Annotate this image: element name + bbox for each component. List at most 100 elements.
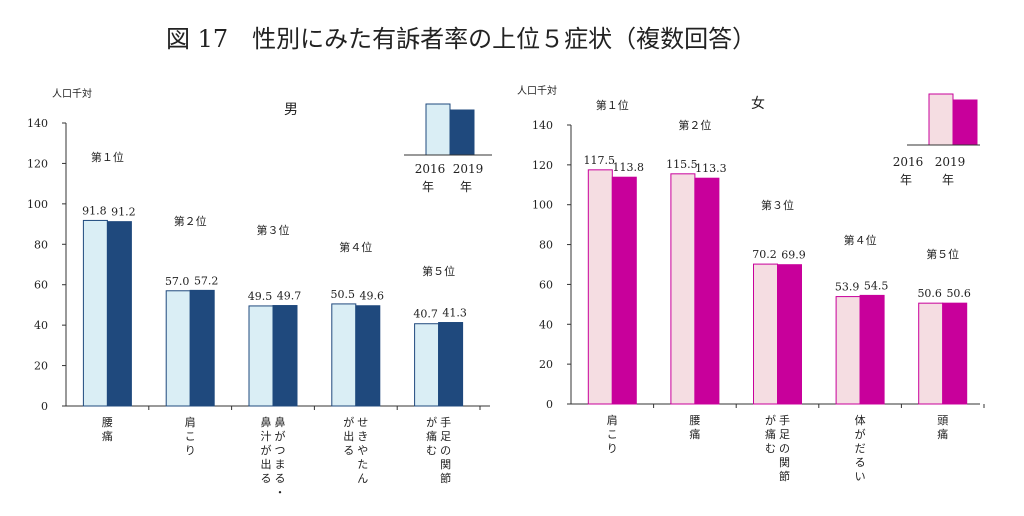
category-label-char: 痛 [937,427,948,441]
rank-label: 第５位 [926,247,959,261]
category-label-char: ん [357,472,368,485]
category-label-char: 節 [440,471,451,485]
category-label-char: が [343,415,354,429]
data-label: 91.8 [82,204,107,217]
y-tick-label: 100 [27,198,48,211]
rank-label: 第１位 [91,150,124,164]
category-label-char: 痛 [426,429,437,443]
legend-swatch-2019 [449,109,475,156]
rank-label: 第２位 [678,118,711,132]
category-label-char: ・ [275,486,286,499]
category-label-char: 体 [855,413,866,427]
category-label-char: 肩 [607,413,618,427]
y-tick-label: 100 [532,199,553,212]
y-tick-label: 140 [27,117,48,130]
bar-2016 [414,323,440,407]
rank-label: 第３位 [761,198,794,212]
legend-swatch-2019 [952,99,978,146]
legend-swatch-2016 [928,93,954,146]
data-label: 54.5 [864,279,889,292]
data-label: 50.6 [917,287,942,300]
category-label-char: 腰 [689,414,700,427]
data-label: 49.6 [360,290,385,303]
y-tick-label: 120 [532,159,553,172]
y-tick-label: 120 [27,157,48,170]
legend-year: 2016 [893,155,924,169]
category-label-char: つ [275,444,286,457]
rank-label: 第４位 [339,240,372,254]
data-label: 41.3 [442,307,467,320]
data-label: 50.5 [331,288,356,301]
y-tick-label: 20 [34,360,48,373]
category-label-char: る [261,472,272,485]
category-label-char: が [765,413,776,427]
category-label-char: る [855,456,866,469]
category-label: 頭痛 [937,414,948,441]
y-tick-label: 60 [539,278,553,291]
data-label: 53.9 [835,281,860,294]
bar-2016 [835,296,861,405]
category-label-char: こ [607,428,618,441]
category-label-char: 出 [343,429,354,443]
category-label-char: 腰 [102,416,113,429]
category-label-char: の [779,442,790,455]
category-label-char: い [855,470,866,483]
category-label-char: だ [855,442,866,455]
category-label-char: が [855,427,866,441]
bar-2019 [611,176,637,405]
category-label-char: が [275,429,286,443]
legend-year: 2016 [415,162,446,176]
bar-2019 [106,221,132,407]
data-label: 49.5 [248,290,273,303]
bar-2019 [777,264,802,405]
category-label-char: 肩 [185,415,196,429]
y-tick-label: 0 [546,398,553,411]
legend-year-suffix: 年 [460,180,472,194]
category-label: 腰痛 [689,414,700,441]
category-label-char: 汁 [261,430,272,443]
bar-2019 [694,177,720,405]
y-tick-label: 20 [539,358,553,371]
legend-year-suffix: 年 [422,180,434,194]
bar-2019 [942,302,968,405]
category-label-char: が [261,443,272,457]
category-label-char: り [185,444,196,457]
y-tick-label: 80 [34,238,48,251]
bar-2019 [859,294,885,405]
category-label-char: む [765,442,776,455]
category-label: 腰痛 [102,416,113,443]
category-label: 肩こり [185,415,196,457]
category-label-char: 足 [779,428,790,441]
category-label-char: り [607,442,618,455]
data-label: 50.6 [946,287,971,300]
bar-2016 [753,263,778,405]
category-label-char: せ [357,416,368,429]
y-tick-label: 40 [34,319,48,332]
data-label: 113.8 [613,161,645,174]
data-label: 70.2 [752,248,777,261]
category-label: 肩こり [607,413,618,455]
rank-label: 第３位 [257,223,290,237]
bar-2019 [272,305,298,407]
bar-2016 [587,169,613,405]
category-label-char: 鼻 [275,415,286,429]
rank-label: 第４位 [844,233,877,247]
category-label-char: 足 [440,430,451,443]
category-label-char: 痛 [689,427,700,441]
category-label-char: 痛 [765,427,776,441]
category-label-char: 手 [779,413,790,427]
panel-title: 女 [751,95,765,112]
category-label-char: ま [275,458,286,471]
legend-year: 2019 [453,162,484,176]
category-label-char: の [440,444,451,457]
y-tick-label: 0 [41,400,48,413]
category-label-char: 節 [779,469,790,483]
data-label: 115.5 [666,158,698,171]
